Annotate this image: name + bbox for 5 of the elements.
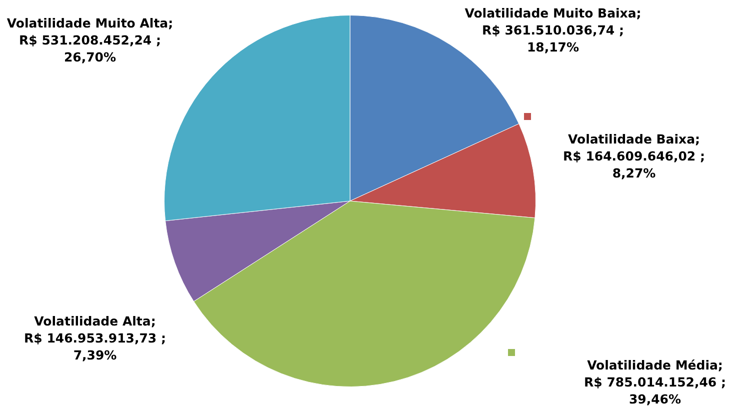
slice-label: Volatilidade Baixa; R$ 164.609.646,02 ; 8,27% (563, 131, 705, 180)
slice-label: Volatilidade Média; R$ 785.014.152,46 ; 39,46% (584, 357, 726, 406)
slice-label: Volatilidade Muito Baixa; R$ 361.510.036,74 ; 18,17% (464, 5, 642, 54)
slice-label: Volatilidade Alta; R$ 146.953.913,73 ; 7,39% (24, 313, 166, 362)
slice-label: Volatilidade Muito Alta; R$ 531.208.452,24 ; 26,70% (6, 15, 174, 64)
